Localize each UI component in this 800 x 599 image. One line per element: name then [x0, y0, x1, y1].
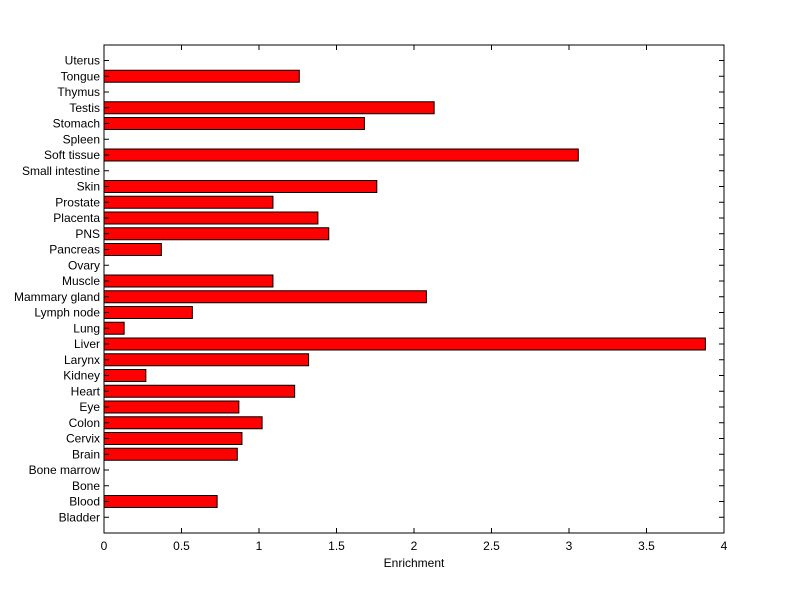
bar-testis [103, 101, 435, 115]
y-tick-label: Blood [69, 495, 100, 509]
y-tick-label: Thymus [57, 85, 100, 99]
bar-colon [103, 416, 263, 430]
x-tick-label: 1.5 [328, 539, 345, 553]
y-tick-label: Bladder [59, 510, 100, 524]
y-tick-label: Bone [72, 479, 100, 493]
x-tick-label: 0.5 [173, 539, 190, 553]
y-tick-label: Testis [69, 101, 100, 115]
bars-group [103, 69, 706, 508]
y-tick-label: Kidney [63, 369, 100, 383]
y-tick-label: Cervix [66, 432, 100, 446]
y-tick-label: Spleen [63, 132, 100, 146]
y-tick-label: Muscle [62, 274, 100, 288]
bar-tongue [103, 69, 300, 83]
bar-kidney [103, 369, 147, 382]
y-tick-label: Stomach [53, 117, 100, 131]
x-tick-label: 0 [101, 539, 108, 553]
bar-pancreas [103, 243, 162, 256]
y-tick-label: Eye [79, 400, 100, 414]
y-tick-label: Prostate [55, 195, 100, 209]
y-tick-label: Lymph node [34, 306, 100, 320]
x-axis: 0 0.5 1 1.5 2 2.5 3 3.5 4 [101, 45, 728, 553]
bar-brain [103, 447, 238, 461]
bar-prostate [103, 195, 274, 209]
y-tick-label: PNS [75, 227, 100, 241]
bar-stomach [103, 117, 365, 130]
bar-soft-tissue [103, 148, 579, 162]
x-tick-label: 2 [411, 539, 418, 553]
bar-pns [103, 227, 330, 241]
bar-mammary-gland [103, 290, 427, 304]
y-tick-label: Uterus [65, 54, 100, 68]
y-tick-label: Soft tissue [44, 148, 100, 162]
x-tick-label: 2.5 [483, 539, 500, 553]
y-tick-label: Liver [74, 337, 100, 351]
x-tick-label: 1 [256, 539, 263, 553]
bar-eye [103, 400, 240, 414]
bar-placenta [103, 211, 319, 225]
bar-lymph-node [103, 306, 193, 319]
y-tick-label: Pancreas [49, 243, 100, 257]
y-tick-label: Skin [77, 180, 100, 194]
y-tick-label: Small intestine [22, 164, 100, 178]
y-tick-label: Bone marrow [29, 463, 101, 477]
y-tick-label: Heart [71, 384, 101, 398]
x-axis-title: Enrichment [384, 556, 445, 570]
bar-liver [103, 337, 706, 351]
bar-blood [103, 495, 218, 508]
bar-heart [103, 384, 296, 398]
x-tick-label: 3.5 [638, 539, 655, 553]
bar-muscle [103, 274, 274, 288]
y-tick-label: Placenta [53, 211, 100, 225]
y-tick-label: Larynx [64, 353, 100, 367]
y-tick-label: Brain [72, 447, 100, 461]
y-tick-label: Lung [73, 321, 100, 335]
y-tick-label: Mammary gland [14, 290, 100, 304]
y-tick-label: Tongue [61, 69, 101, 83]
bar-cervix [103, 432, 243, 445]
y-tick-label: Ovary [68, 258, 100, 272]
x-tick-label: 3 [566, 539, 573, 553]
y-tick-label: Colon [69, 416, 100, 430]
bar-skin [103, 180, 378, 193]
x-tick-label: 4 [721, 539, 728, 553]
bar-larynx [103, 353, 310, 367]
